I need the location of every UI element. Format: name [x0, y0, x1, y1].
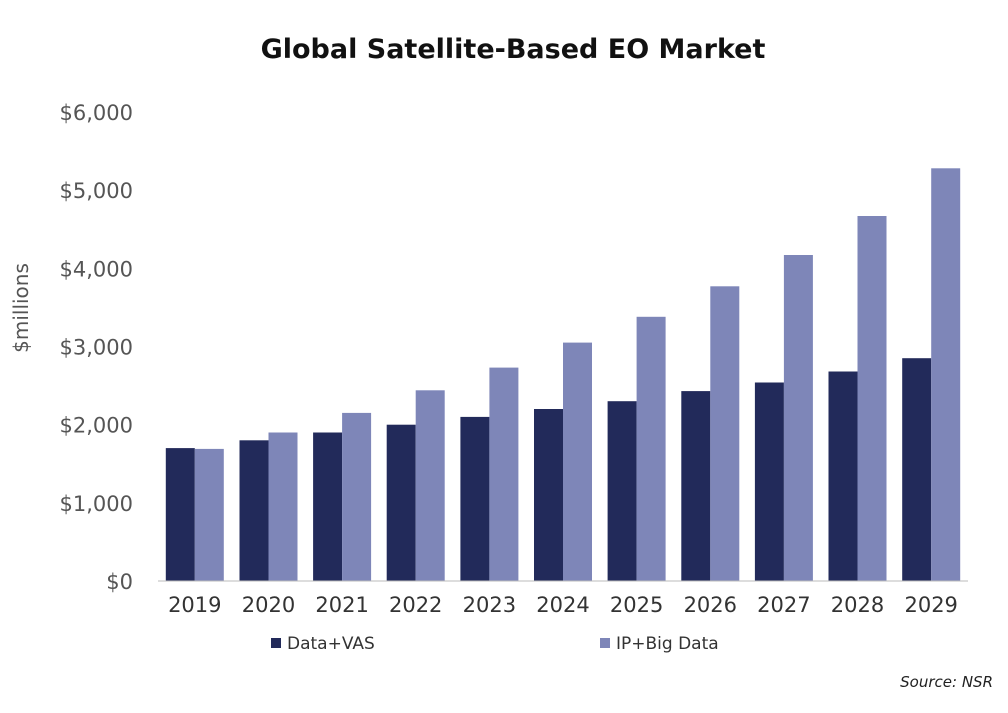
x-tick-label: 2023 — [463, 593, 516, 617]
x-axis-ticks: 2019 2020 2021 2022 2023 2024 2025 2026 2027 2028… — [168, 593, 958, 617]
x-tick-label: 2020 — [242, 593, 295, 617]
x-tick-label: 2026 — [684, 593, 737, 617]
y-tick-label: $0 — [106, 570, 133, 594]
legend-swatch — [271, 638, 281, 648]
bar-data-vas-2024 — [534, 409, 563, 581]
bar-ip-big-data-2029 — [931, 168, 961, 582]
bar-ip-big-data-2023 — [489, 367, 519, 581]
x-tick-label: 2019 — [168, 593, 221, 617]
bar-ip-big-data-2027 — [783, 255, 813, 581]
bar-data-vas-2026 — [681, 391, 711, 581]
y-tick-label: $3,000 — [60, 336, 133, 360]
bar-data-vas-2025 — [607, 401, 637, 581]
bar-data-vas-2019 — [165, 448, 195, 581]
chart-title: Global Satellite-Based EO Market — [261, 34, 766, 65]
bar-data-vas-2028 — [828, 371, 858, 581]
x-tick-label: 2024 — [536, 593, 589, 617]
y-tick-label: $4,000 — [60, 257, 133, 281]
x-tick-label: 2029 — [904, 593, 957, 617]
x-tick-label: 2027 — [757, 593, 810, 617]
legend-swatch — [600, 638, 610, 648]
bars — [165, 168, 961, 582]
x-tick-label: 2022 — [389, 593, 442, 617]
bar-ip-big-data-2026 — [710, 286, 740, 581]
legend-label: IP+Big Data — [616, 634, 719, 654]
x-tick-label: 2021 — [315, 593, 368, 617]
y-axis-label: $millions — [9, 263, 33, 353]
x-tick-label: 2025 — [610, 593, 663, 617]
bar-ip-big-data-2022 — [415, 390, 445, 581]
bar-ip-big-data-2025 — [636, 316, 666, 581]
legend-label: Data+VAS — [287, 634, 375, 654]
source-note: Source: NSR — [900, 673, 993, 691]
y-tick-label: $1,000 — [60, 492, 133, 516]
bar-ip-big-data-2024 — [563, 342, 592, 581]
bar-ip-big-data-2019 — [194, 448, 224, 581]
bar-data-vas-2020 — [239, 440, 269, 581]
y-tick-label: $6,000 — [60, 101, 133, 125]
y-axis-ticks: $0 $1,000 $2,000 $3,000 $4,000 $5,000 $6,000 — [60, 101, 133, 594]
bar-data-vas-2029 — [902, 358, 932, 581]
y-tick-label: $5,000 — [60, 179, 133, 203]
y-tick-label: $2,000 — [60, 414, 133, 438]
bar-data-vas-2023 — [460, 416, 490, 581]
bar-ip-big-data-2021 — [342, 412, 372, 581]
bar-data-vas-2022 — [386, 424, 416, 581]
bar-data-vas-2021 — [313, 432, 343, 581]
bar-ip-big-data-2028 — [857, 216, 887, 581]
bar-ip-big-data-2020 — [268, 432, 298, 581]
legend: Data+VAS IP+Big Data — [271, 634, 719, 654]
x-tick-label: 2028 — [831, 593, 884, 617]
bar-data-vas-2027 — [754, 382, 784, 581]
